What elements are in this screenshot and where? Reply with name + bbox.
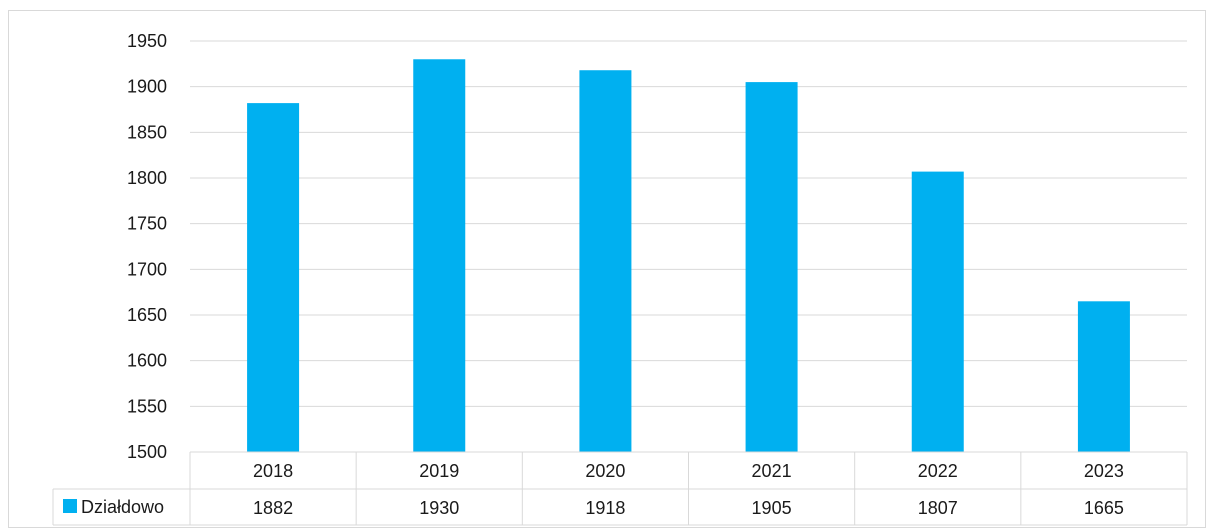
x-category-label: 2018 [253, 461, 293, 481]
data-table-value: 1882 [253, 498, 293, 518]
y-tick-label: 1800 [127, 168, 167, 188]
bar [912, 172, 964, 452]
data-table-value: 1807 [918, 498, 958, 518]
bar [247, 103, 299, 452]
x-category-label: 2021 [752, 461, 792, 481]
legend-swatch [63, 499, 77, 513]
data-table-value: 1665 [1084, 498, 1124, 518]
y-tick-label: 1500 [127, 442, 167, 462]
y-tick-label: 1900 [127, 77, 167, 97]
y-tick-label: 1600 [127, 351, 167, 371]
x-category-label: 2020 [585, 461, 625, 481]
y-tick-label: 1550 [127, 396, 167, 416]
bar [746, 82, 798, 452]
x-category-label: 2019 [419, 461, 459, 481]
data-table-value: 1930 [419, 498, 459, 518]
y-tick-label: 1950 [127, 31, 167, 51]
data-table-value: 1918 [585, 498, 625, 518]
y-tick-label: 1700 [127, 259, 167, 279]
bar [579, 70, 631, 452]
legend-label: Działdowo [81, 497, 164, 517]
data-table-value: 1905 [752, 498, 792, 518]
bar [1078, 301, 1130, 452]
x-category-label: 2023 [1084, 461, 1124, 481]
y-tick-label: 1650 [127, 305, 167, 325]
y-tick-label: 1750 [127, 214, 167, 234]
x-category-label: 2022 [918, 461, 958, 481]
y-tick-label: 1850 [127, 122, 167, 142]
bar [413, 59, 465, 452]
